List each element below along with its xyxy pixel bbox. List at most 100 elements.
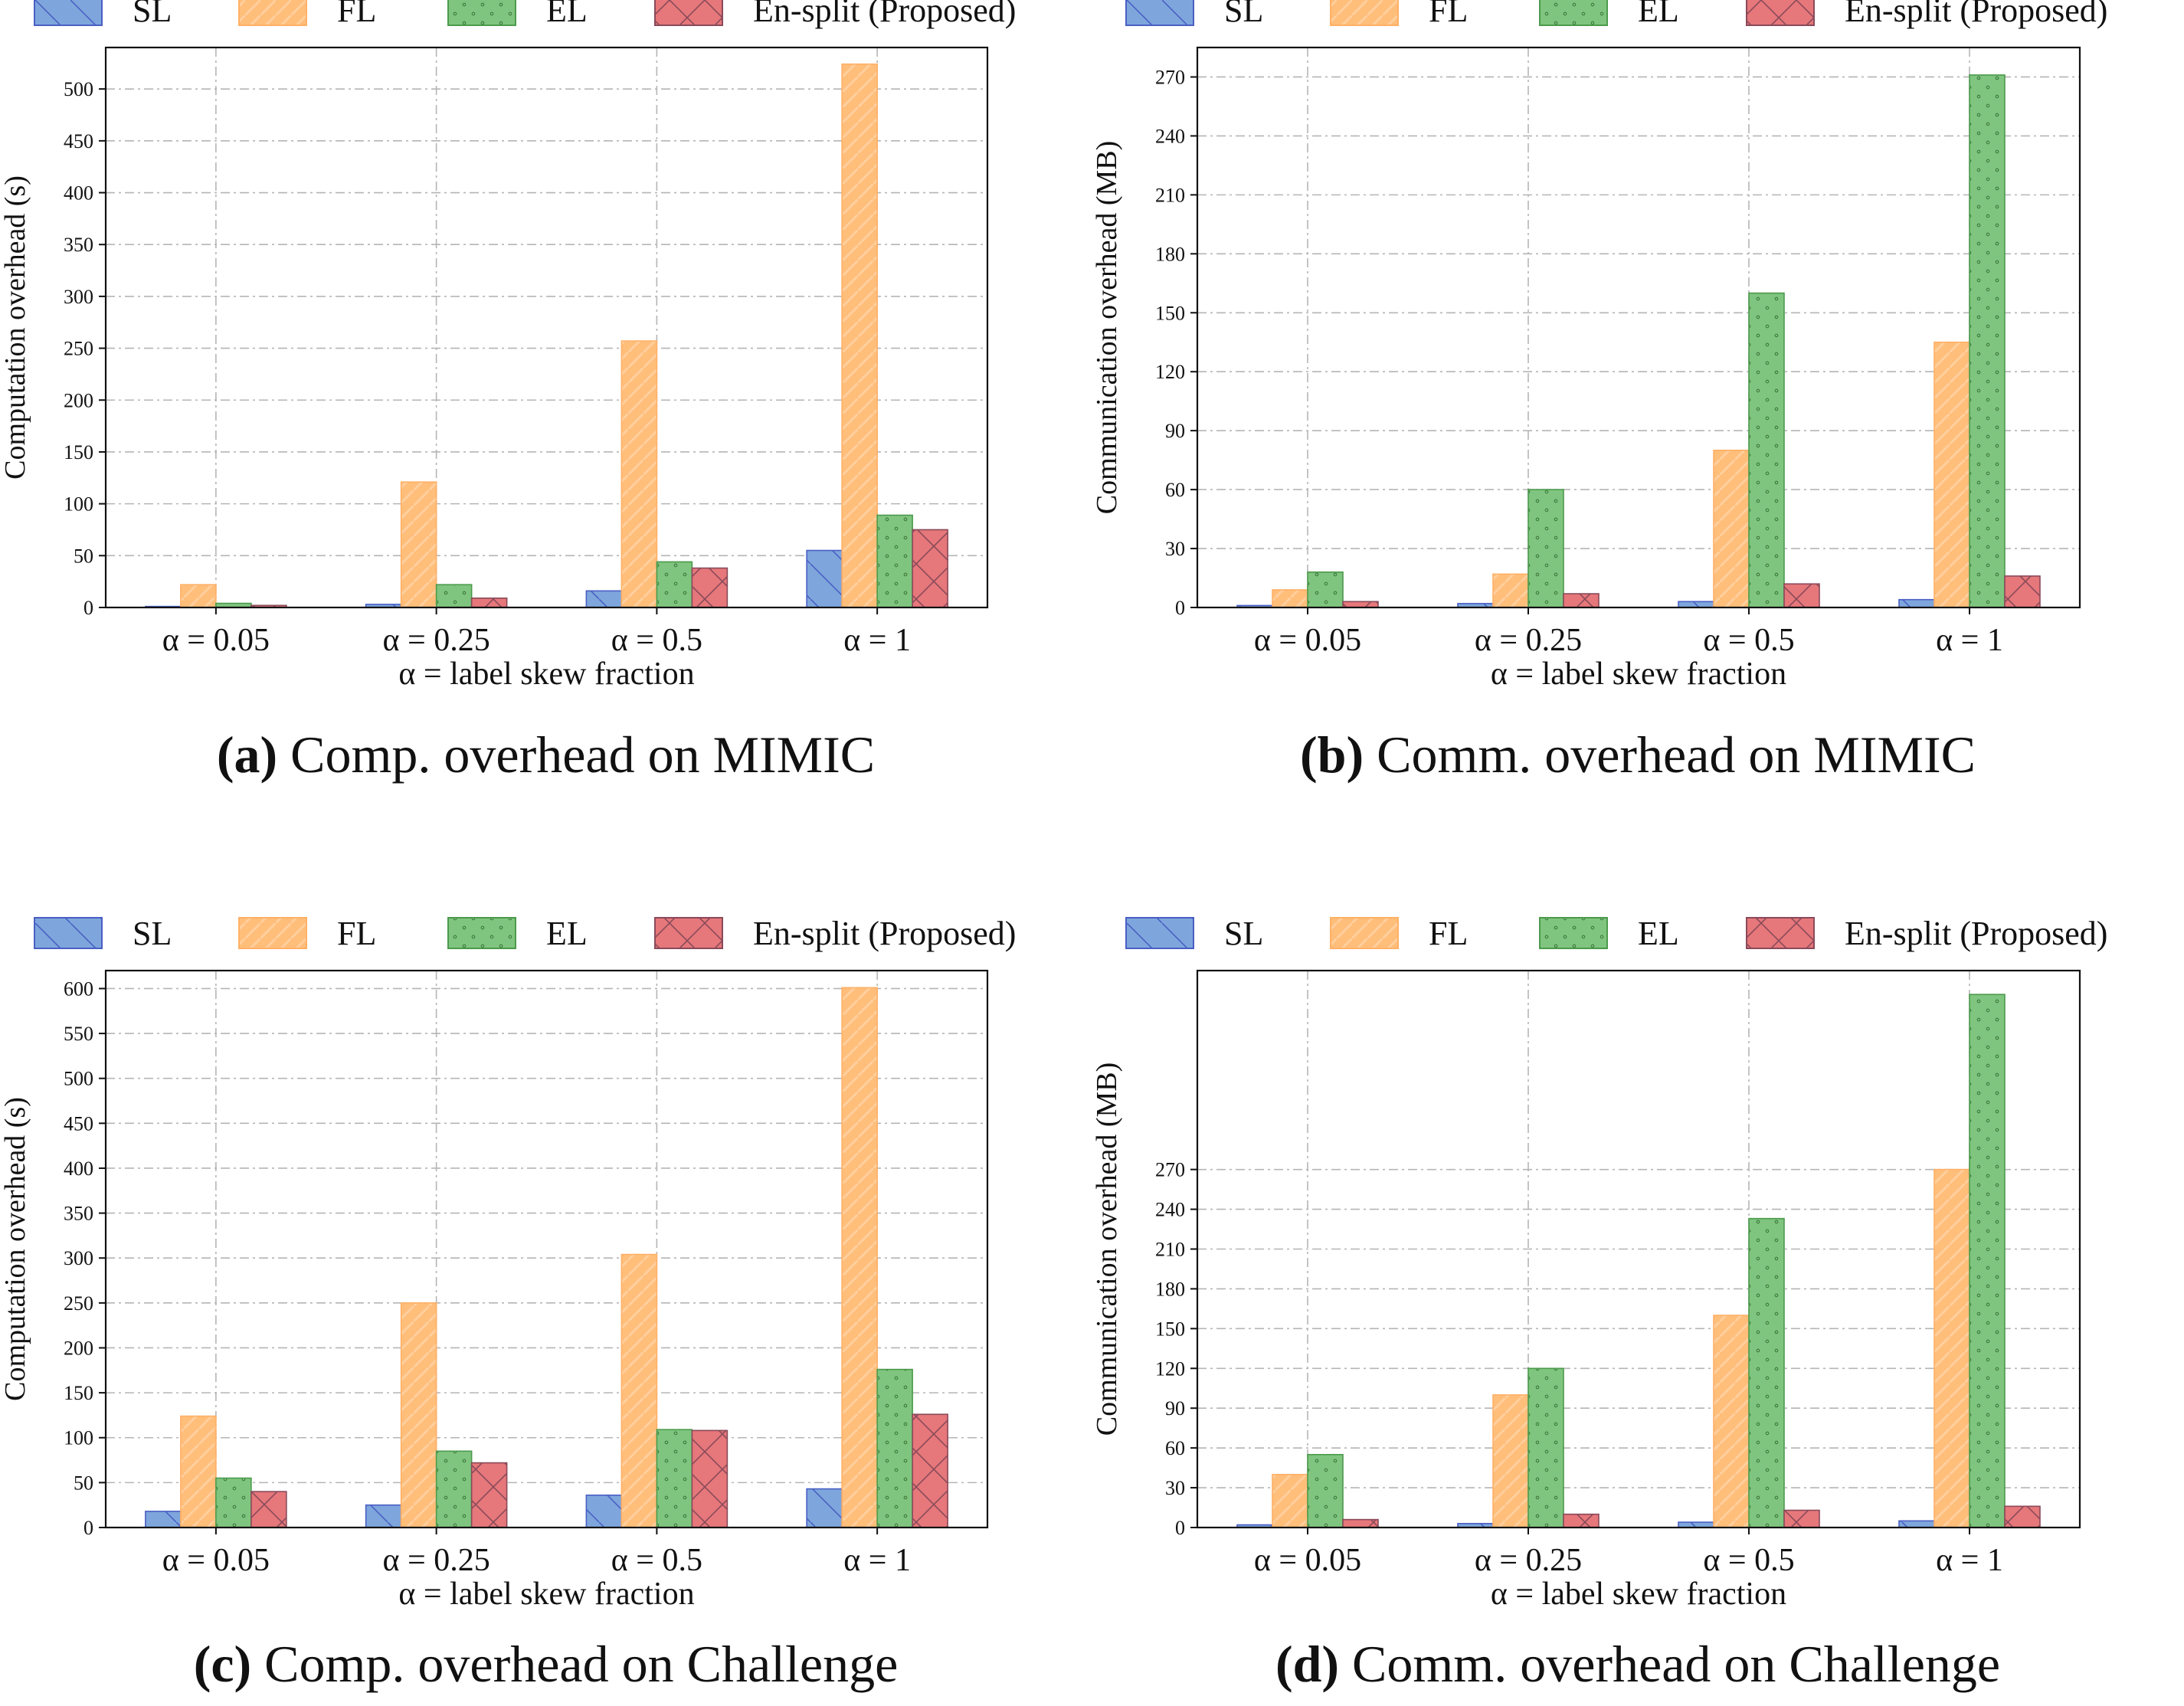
bar-ensplit: [1563, 593, 1600, 608]
y-tick-label: 150: [1155, 302, 1185, 324]
bar-ensplit: [691, 1429, 729, 1528]
bar-ensplit: [912, 1413, 948, 1528]
bar-ensplit: [2004, 575, 2041, 608]
y-axis-label: Computation overhead (s): [0, 1097, 31, 1401]
bar-el: [1307, 571, 1344, 608]
bar-sl: [365, 1504, 402, 1528]
y-tick-label: 350: [64, 1203, 93, 1225]
bars: [145, 63, 948, 608]
gridlines: [106, 47, 987, 607]
legend-label-sl: SL: [1224, 915, 1263, 952]
x-axis-label: α = label skew fraction: [1491, 657, 1786, 692]
x-tick-label: α = 0.05: [162, 623, 270, 658]
bar-ensplit: [1783, 1509, 1820, 1528]
legend-label-el: EL: [546, 915, 588, 952]
y-axis: 0 30 60 90 120 150 180 210 240 270: [1155, 1159, 1197, 1539]
y-tick-label: 180: [1155, 1278, 1185, 1300]
bar-fl: [400, 481, 437, 608]
panel-c: SL FL EL En-split (Proposed) 0 50 100 150 200 250…: [0, 915, 1092, 1706]
legend-swatch-el: [447, 917, 516, 949]
legend: SL FL EL En-split (Proposed): [1125, 915, 2107, 952]
caption-label: (b): [1299, 725, 1364, 784]
legend-label-sl: SL: [1224, 0, 1263, 29]
bar-ensplit: [1342, 1518, 1379, 1528]
y-tick-label: 210: [1155, 184, 1185, 206]
y-tick-label: 300: [64, 1247, 93, 1269]
legend-swatch-el: [1539, 917, 1608, 949]
y-tick-label: 550: [64, 1023, 93, 1045]
bar-el: [215, 1477, 252, 1528]
y-axis: 0 50 100 150 200 250 300 350 400 450 500: [64, 78, 106, 619]
legend-label-ensplit: En-split (Proposed): [753, 0, 1016, 29]
legend-swatch-sl: [34, 0, 103, 26]
bar-ensplit: [691, 567, 729, 608]
legend-swatch-ensplit: [1746, 0, 1815, 26]
legend-label-fl: FL: [337, 0, 376, 29]
y-tick-label: 240: [1155, 125, 1185, 147]
legend-label-fl: FL: [1429, 0, 1468, 29]
bar-el: [876, 1368, 913, 1528]
legend-label-el: EL: [1638, 0, 1679, 29]
legend-label-fl: FL: [337, 915, 376, 952]
bar-el: [435, 1450, 473, 1528]
bar-fl: [620, 340, 658, 608]
y-tick-label: 350: [64, 234, 93, 256]
y-tick-label: 240: [1155, 1199, 1185, 1221]
y-tick-label: 0: [83, 597, 93, 619]
legend-label-el: EL: [546, 0, 588, 29]
plot-frame: [104, 46, 989, 609]
legend-label-sl: SL: [133, 915, 172, 952]
x-tick-label: α = 0.05: [1254, 1543, 1361, 1578]
bar-el: [1748, 292, 1785, 608]
legend: SL FL EL En-split (Proposed): [1125, 0, 2107, 29]
bar-sl: [585, 1494, 623, 1528]
y-tick-label: 270: [1155, 1159, 1185, 1181]
y-tick-label: 0: [1175, 597, 1185, 619]
bar-sl: [1898, 598, 1935, 608]
caption-label: (c): [193, 1635, 252, 1693]
x-tick-label: α = 0.25: [1475, 1543, 1582, 1578]
x-tick-label: α = 1: [843, 1543, 911, 1578]
y-tick-label: 0: [83, 1517, 93, 1539]
caption-text: Comp. overhead on MIMIC: [290, 725, 876, 784]
legend: SL FL EL En-split (Proposed): [34, 915, 1016, 952]
bar-el: [1969, 74, 2006, 608]
panel-a: SL FL EL En-split (Proposed) 0 50 100 150 200 250…: [0, 0, 1092, 850]
bar-el: [656, 561, 693, 608]
x-axis-label: α = label skew fraction: [398, 657, 694, 692]
y-tick-label: 60: [1165, 479, 1185, 501]
bar-ensplit: [470, 1462, 508, 1528]
bar-fl: [1272, 589, 1308, 608]
caption-label: (d): [1275, 1635, 1340, 1693]
bar-fl: [1934, 341, 1970, 608]
y-axis: 0 30 60 90 120 150 180 210 240 270: [1155, 66, 1197, 619]
legend-swatch-el: [447, 0, 516, 26]
bar-fl: [180, 584, 217, 608]
bar-el: [1307, 1453, 1344, 1528]
legend-label-ensplit: En-split (Proposed): [753, 915, 1016, 952]
y-tick-label: 250: [64, 338, 93, 360]
x-tick-label: α = 1: [843, 623, 911, 658]
x-tick-label: α = 0.25: [383, 623, 490, 658]
caption-b: (b) Comm. overhead on MIMIC: [1092, 720, 2184, 789]
y-axis-label: Computation overhead (s): [0, 175, 31, 480]
x-tick-label: α = 1: [1936, 623, 2003, 658]
y-tick-label: 400: [64, 1158, 93, 1180]
bar-el: [1527, 1367, 1564, 1528]
x-tick-label: α = 0.25: [1475, 623, 1582, 658]
bars: [1236, 74, 2041, 608]
legend-label-el: EL: [1638, 915, 1679, 952]
bar-ensplit: [912, 529, 948, 608]
legend-label-fl: FL: [1429, 915, 1468, 952]
bar-fl: [180, 1415, 217, 1528]
bars: [145, 987, 948, 1528]
x-axis: α = 0.05 α = 0.25 α = 0.5 α = 1: [162, 1528, 911, 1578]
legend-swatch-ensplit: [1746, 917, 1815, 949]
bar-el: [876, 514, 913, 608]
x-tick-label: α = 0.5: [611, 623, 702, 658]
bar-fl: [1713, 450, 1750, 608]
y-tick-label: 120: [1155, 1357, 1185, 1380]
bar-fl: [1492, 573, 1529, 608]
y-tick-label: 450: [64, 1112, 93, 1135]
bar-el: [656, 1429, 693, 1528]
